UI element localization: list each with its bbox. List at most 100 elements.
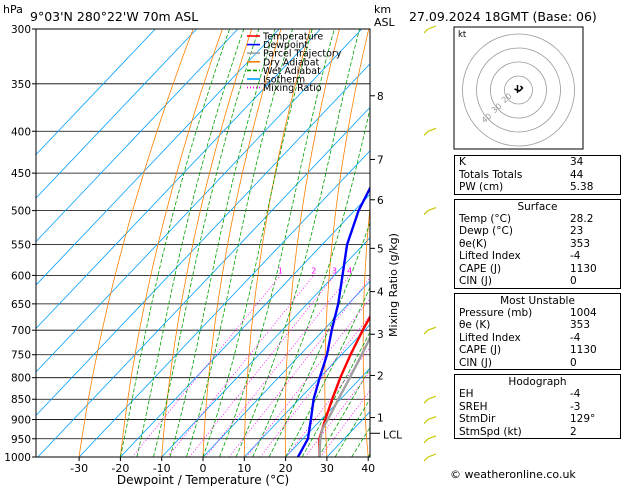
isotherm-line — [36, 29, 321, 330]
pressure-unit-label: hPa — [3, 3, 23, 16]
index-label: K — [459, 156, 466, 168]
mixing-ratio-line — [259, 314, 370, 457]
pressure-tick-label: 700 — [11, 325, 31, 337]
legend-entry: Temperature — [262, 32, 323, 43]
index-value: 1130 — [570, 344, 597, 356]
wind-barb — [427, 326, 437, 331]
isotherm-line — [78, 150, 370, 457]
mixing-ratio-line — [285, 346, 370, 457]
lcl-label: LCL — [383, 429, 402, 441]
pressure-tick-label: 350 — [11, 79, 31, 91]
isotherm-line — [36, 29, 239, 243]
wind-barb — [427, 207, 437, 212]
height-unit-label: km ASL — [374, 3, 395, 29]
temperature-tick-label: -30 — [70, 462, 88, 475]
copyright-footer: © weatheronline.co.uk — [450, 468, 576, 481]
index-value: 23 — [570, 225, 584, 237]
height-tick-label: 1 — [377, 413, 384, 425]
section-title: Hodograph — [508, 376, 567, 388]
wet-adiabat-line — [334, 398, 370, 457]
index-value: -4 — [570, 388, 581, 400]
wet-adiabat-line — [285, 286, 370, 457]
pressure-tick-label: 900 — [11, 415, 31, 427]
legend-entry: Wet Adiabat — [263, 66, 321, 77]
index-row: Lifted Index -4 — [455, 250, 620, 263]
index-value: 0 — [570, 275, 577, 287]
pressure-tick-label: 750 — [11, 350, 31, 362]
wet-adiabat-line — [186, 29, 293, 457]
index-row: Totals Totals 44 — [455, 169, 620, 182]
wind-barb — [427, 415, 437, 421]
dry-adiabat-line — [120, 29, 223, 457]
wind-barb — [427, 25, 437, 30]
index-value: 44 — [570, 168, 584, 181]
index-value: 34 — [570, 156, 584, 168]
index-label: CAPE (J) — [459, 344, 502, 356]
wind-barb — [427, 435, 437, 440]
height-tick-label: 3 — [377, 329, 384, 341]
wind-barb-staff — [423, 210, 429, 216]
wet-adiabat-line — [318, 367, 370, 457]
index-value: -4 — [570, 331, 581, 344]
temperature-tick-label: 0 — [200, 462, 207, 475]
wind-barbs — [423, 25, 437, 462]
height-unit-bottom: ASL — [374, 16, 395, 29]
index-row: K 34 — [455, 156, 620, 169]
wet-adiabat-line — [235, 29, 360, 457]
legend-entry: Isotherm — [263, 75, 305, 86]
pressure-tick-label: 800 — [11, 373, 31, 385]
wind-barb-staff — [423, 438, 429, 444]
surface-indices: Surface Temp (°C) 28.2 Dewp (°C) 23 θe(K) 3… — [454, 198, 621, 289]
wind-barb-staff — [423, 130, 429, 136]
index-row: Dewp (°C) 23 — [455, 225, 620, 238]
index-label: θe(K) — [459, 237, 487, 250]
dry-adiabat-line — [243, 29, 311, 457]
index-label: StmDir — [459, 413, 496, 425]
index-label: Temp (°C) — [459, 212, 512, 225]
hodograph-ring — [490, 61, 547, 119]
wet-adiabat-line — [136, 29, 245, 457]
index-row: StmSpd (kt) 2 — [455, 426, 620, 439]
legend-entry: Mixing Ratio — [263, 83, 322, 94]
wind-barb-staff — [423, 28, 429, 34]
mixing-ratio-label: 1 — [278, 266, 283, 275]
wind-barb-staff — [423, 329, 429, 335]
series-temperature — [318, 314, 370, 457]
x-axis-label: Dewpoint / Temperature (°C) — [117, 473, 289, 486]
index-row: θe (K) 353 — [455, 319, 620, 332]
wet-adiabat-line — [202, 29, 313, 457]
mixing-ratio-line — [167, 275, 315, 457]
mixing-ratio-label: 3 — [332, 266, 337, 275]
index-label: Totals Totals — [459, 168, 523, 181]
mixing-ratio-label: 4 — [347, 266, 352, 275]
dry-adiabat-line — [362, 203, 370, 457]
wind-barb — [427, 395, 437, 400]
isotherm-line — [37, 106, 370, 457]
index-value: -4 — [570, 250, 581, 262]
datetime-label: 27.09.2024 18GMT (Base: 06) — [409, 9, 597, 24]
index-row: EH -4 — [455, 388, 620, 401]
section-title: Surface — [517, 200, 558, 213]
hodograph-ring — [476, 47, 561, 133]
mixing-ratio-line — [205, 275, 351, 457]
height-tick-label: 5 — [377, 243, 384, 255]
hodograph-ring — [462, 33, 575, 147]
section-title: Most Unstable — [500, 294, 575, 307]
wind-barb — [427, 127, 437, 132]
mixing-ratio-label: 2 — [311, 266, 316, 275]
isotherm-line — [36, 29, 280, 286]
most-unstable-indices: Most Unstable Pressure (mb) 1004 θe (K) 35… — [454, 292, 621, 370]
index-row: Pressure (mb) 1004 — [455, 307, 620, 320]
temperature-tick-label: 10 — [237, 462, 251, 475]
isotherm-line — [285, 367, 370, 457]
index-value: 353 — [570, 319, 591, 331]
index-row: θe(K) 353 — [455, 238, 620, 251]
index-value: 0 — [570, 356, 577, 369]
basic-indices: K 34 Totals Totals 44 PW (cm) 5.38 — [454, 155, 621, 195]
hodograph-indices: Hodograph EH -4 SREH -3 StmDir 129° StmSpd … — [454, 374, 621, 439]
pressure-tick-label: 650 — [11, 299, 31, 311]
index-row: Temp (°C) 28.2 — [455, 213, 620, 226]
index-value: 1004 — [570, 306, 597, 319]
dry-adiabat-line — [161, 29, 253, 457]
